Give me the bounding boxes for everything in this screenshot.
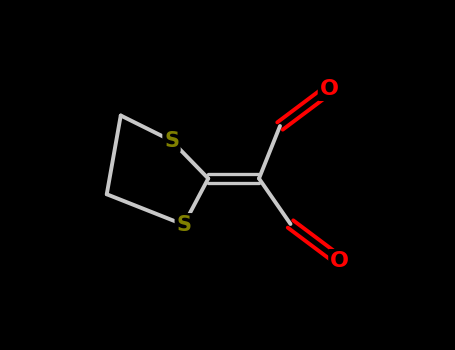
Text: S: S <box>164 131 179 151</box>
Text: S: S <box>176 215 191 235</box>
Text: O: O <box>330 251 349 271</box>
Text: O: O <box>319 79 339 99</box>
